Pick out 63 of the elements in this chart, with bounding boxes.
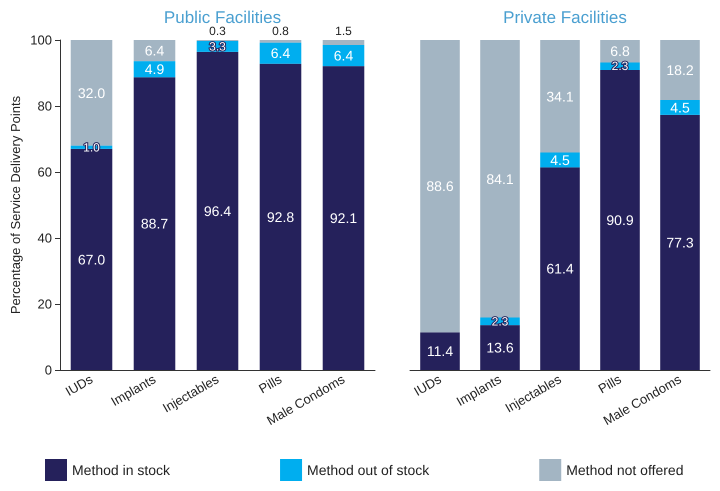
data-label: 84.1 xyxy=(486,170,514,187)
data-label: 90.9 xyxy=(606,212,634,228)
x-tick-label: IUDs xyxy=(411,371,444,399)
y-tick-label: 80 xyxy=(38,98,52,114)
data-label: 32.0 xyxy=(78,84,106,101)
chart-title: Private Facilities xyxy=(503,8,627,27)
data-label: 88.7 xyxy=(140,216,168,232)
bar xyxy=(260,40,302,43)
data-label: 6.8 xyxy=(610,43,630,60)
y-tick-label: 0 xyxy=(44,362,52,378)
legend-label: Method out of stock xyxy=(307,462,430,478)
bar xyxy=(134,61,176,78)
data-label: 6.4 xyxy=(144,42,164,59)
y-tick-label: 60 xyxy=(38,164,52,180)
data-label: 13.6 xyxy=(486,340,514,356)
data-label: 61.4 xyxy=(546,260,574,277)
data-label: 34.1 xyxy=(546,88,574,104)
data-label: 4.5 xyxy=(550,152,570,168)
bar xyxy=(540,40,580,153)
bar xyxy=(196,52,238,370)
data-label: 18.2 xyxy=(666,62,694,78)
data-label: 11.4 xyxy=(426,343,454,360)
legend-label: Method not offered xyxy=(566,462,684,478)
data-label: 67.0 xyxy=(78,251,106,268)
data-label: 4.9 xyxy=(144,61,164,78)
bar xyxy=(540,167,580,370)
data-label: 4.5 xyxy=(670,99,690,116)
data-label: 92.8 xyxy=(266,208,294,225)
data-label: 92.1 xyxy=(330,210,358,226)
bar xyxy=(600,70,640,370)
data-label: 0.3 xyxy=(209,24,226,38)
bar xyxy=(480,40,520,318)
y-tick-label: 100 xyxy=(30,32,52,48)
data-label: 2.3 xyxy=(492,314,509,328)
bar xyxy=(322,40,364,45)
x-tick-label: Pills xyxy=(256,371,285,396)
data-label: 6.4 xyxy=(270,45,290,62)
bar xyxy=(322,44,364,66)
bar xyxy=(480,325,520,370)
bar xyxy=(134,40,176,62)
data-label: 77.3 xyxy=(666,234,694,250)
bar xyxy=(322,66,364,370)
y-axis-title: Percentage of Service Delivery Points xyxy=(8,95,23,314)
y-tick-label: 40 xyxy=(38,230,52,246)
bar xyxy=(420,332,460,370)
data-label: 0.8 xyxy=(272,24,290,38)
x-tick-label: IUDs xyxy=(62,371,96,399)
data-label: 88.6 xyxy=(426,178,454,194)
chart-title: Public Facilities xyxy=(164,8,282,27)
data-label: 2.3 xyxy=(612,59,629,74)
bar xyxy=(260,64,302,370)
data-label: 1.5 xyxy=(335,24,352,38)
y-tick-label: 20 xyxy=(38,296,52,312)
bar xyxy=(260,42,302,64)
data-label: 6.4 xyxy=(334,48,354,64)
bar xyxy=(134,77,176,370)
data-label: 96.4 xyxy=(204,202,232,219)
x-tick-label: Pills xyxy=(596,371,624,396)
data-label: 3.3 xyxy=(209,39,226,54)
bar xyxy=(660,40,700,100)
bar xyxy=(420,40,460,332)
bar xyxy=(660,114,700,370)
legend-label: Method in stock xyxy=(72,462,172,478)
